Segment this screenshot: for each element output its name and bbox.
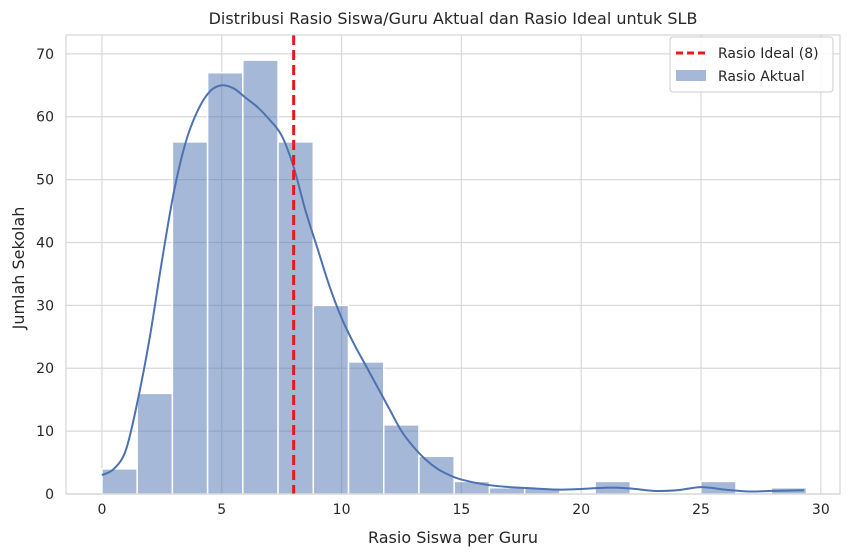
chart-title: Distribusi Rasio Siswa/Guru Aktual dan R… xyxy=(209,9,698,28)
x-tick-label: 25 xyxy=(692,502,710,518)
x-tick-label: 0 xyxy=(97,502,106,518)
x-tick-label: 15 xyxy=(452,502,470,518)
y-axis-label: Jumlah Sekolah xyxy=(9,207,28,331)
y-tick-label: 20 xyxy=(36,361,54,377)
histogram-bar xyxy=(312,304,350,495)
plot-frame xyxy=(65,34,841,495)
y-tick-label: 70 xyxy=(36,47,54,63)
histogram-bar xyxy=(277,141,315,495)
histogram-bar xyxy=(136,392,174,495)
histogram-bar xyxy=(347,361,385,495)
legend-label-ideal: Rasio Ideal (8) xyxy=(718,46,819,62)
y-tick-label: 0 xyxy=(45,487,54,503)
y-tick-label: 30 xyxy=(36,298,54,314)
histogram-bar xyxy=(382,424,420,495)
kde-curve-layer xyxy=(101,84,805,493)
y-tick-label: 10 xyxy=(36,424,54,440)
x-tick-label: 10 xyxy=(333,502,351,518)
legend: Rasio Ideal (8) Rasio Aktual xyxy=(669,36,834,93)
legend-box xyxy=(669,36,834,93)
histogram-bars xyxy=(101,59,808,495)
histogram-bar xyxy=(242,59,279,495)
histogram-bar xyxy=(171,141,209,495)
histogram-bar xyxy=(206,71,244,495)
x-tick-label: 30 xyxy=(812,502,830,518)
x-tick-label: 20 xyxy=(572,502,590,518)
histogram-bar xyxy=(453,480,491,495)
tick-labels: 0 5 10 15 20 25 30 0 10 20 30 40 50 60 70 xyxy=(36,47,830,518)
x-tick-label: 5 xyxy=(217,502,226,518)
legend-bar-swatch xyxy=(676,70,706,81)
y-tick-label: 50 xyxy=(36,173,54,189)
kde-curve xyxy=(101,84,805,493)
y-tick-label: 60 xyxy=(36,110,54,126)
y-tick-label: 40 xyxy=(36,235,54,251)
legend-label-actual: Rasio Aktual xyxy=(718,69,805,85)
x-axis-label: Rasio Siswa per Guru xyxy=(368,528,538,547)
